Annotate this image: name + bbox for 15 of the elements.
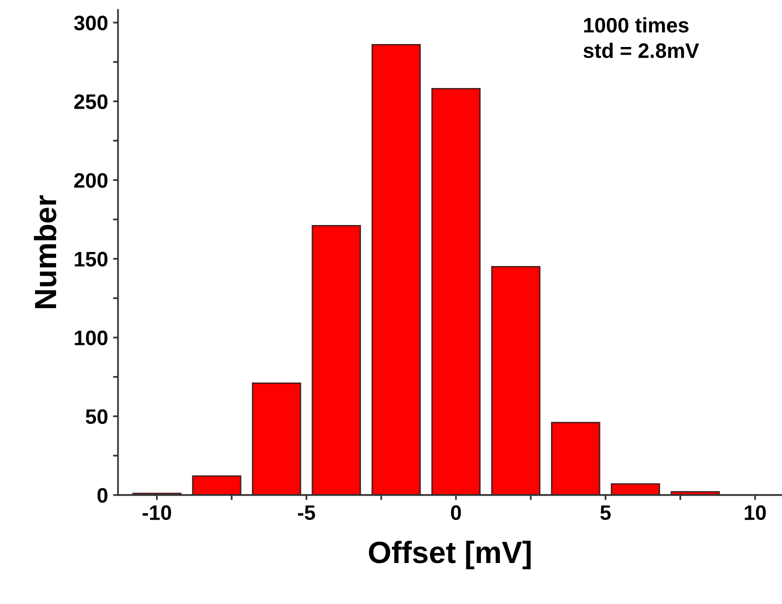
y-tick-label: 100 [74, 330, 108, 346]
x-tick-label: -10 [142, 505, 172, 520]
y-tick-label: 50 [86, 409, 108, 424]
annotation: 1000 times std = 2.8mV [584, 17, 700, 58]
x-tick-label: -5 [298, 505, 316, 520]
x-axis-title: Offset [mV] [368, 540, 531, 570]
y-tick-label: 200 [74, 173, 108, 188]
x-tick-label: 0 [451, 505, 461, 520]
x-tick-label: 10 [744, 505, 766, 520]
y-tick-label: 0 [98, 488, 108, 503]
y-tick-label: 150 [74, 252, 108, 267]
y-tick-label: 250 [74, 94, 108, 110]
y-axis-title: Number [34, 195, 56, 308]
x-tick-label: 5 [600, 505, 611, 520]
y-tick-label: 300 [74, 16, 108, 30]
